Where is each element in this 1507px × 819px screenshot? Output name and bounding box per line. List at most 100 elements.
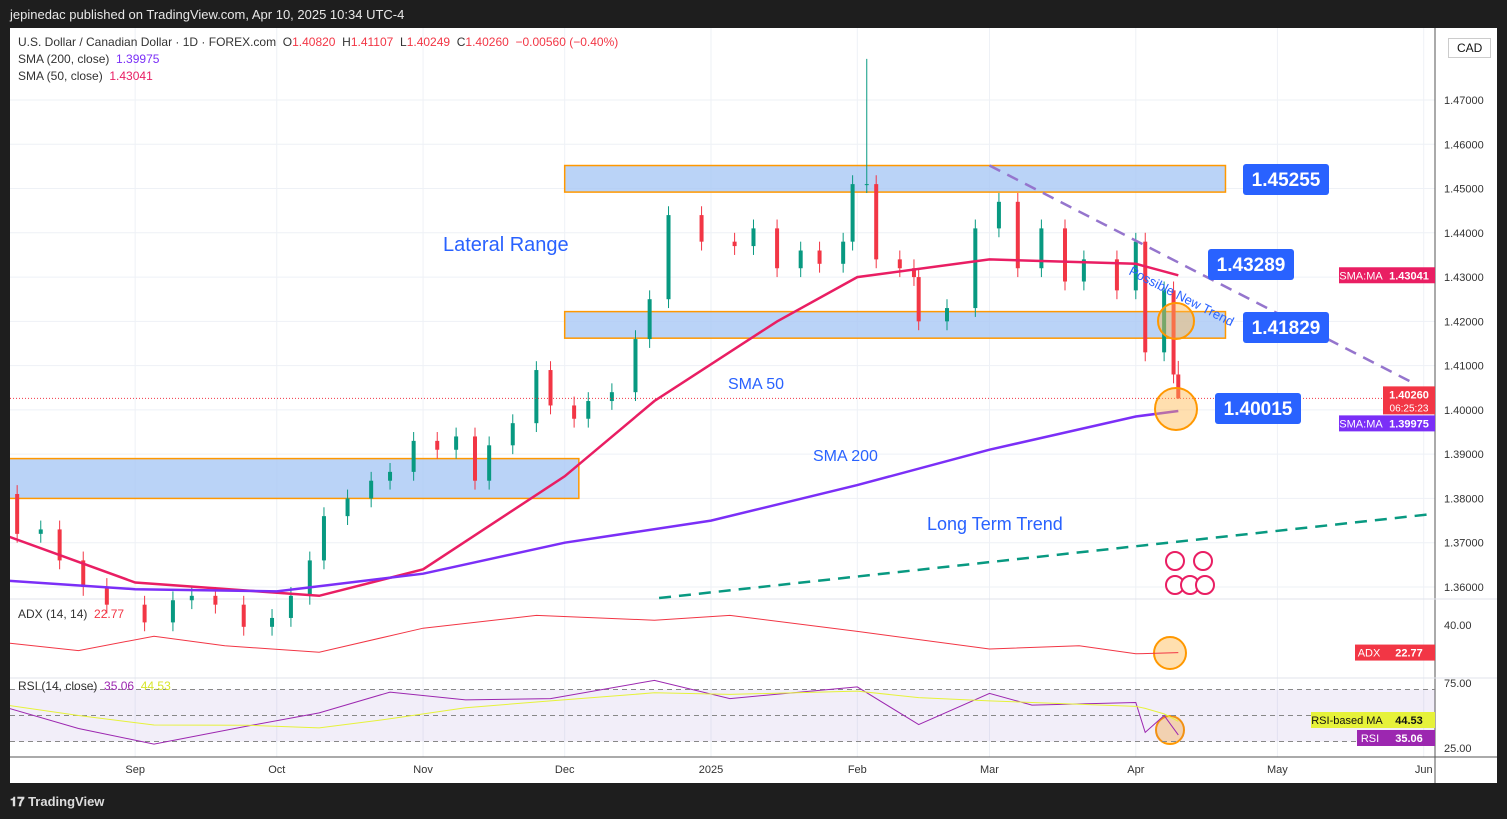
annotation-lateral-range: Lateral Range [443, 234, 569, 256]
candle-body [307, 560, 312, 596]
candle-body [586, 401, 591, 419]
candle-body [454, 436, 459, 450]
y-tick-label: 1.37000 [1444, 538, 1484, 550]
support-resistance-zone [563, 310, 1227, 339]
low-value: 1.40249 [406, 35, 451, 49]
candle-body [874, 184, 879, 260]
candle-body [647, 299, 652, 340]
candle-body [1133, 241, 1138, 291]
sma50-value: 1.43041 [109, 69, 153, 83]
sma200-line [10, 409, 1179, 593]
adx-tick-label: 40.00 [1444, 620, 1472, 632]
x-tick-label: May [1267, 764, 1288, 776]
candle-body [973, 228, 978, 309]
candle-body [609, 392, 614, 402]
adx-value: 22.77 [94, 607, 125, 621]
y-tick-label: 1.39000 [1444, 449, 1484, 461]
candle-body [321, 516, 326, 561]
last-price-bg [1383, 386, 1435, 415]
candle-body [897, 259, 902, 269]
y-tick-label: 1.36000 [1444, 582, 1484, 594]
y-tick-label: 1.38000 [1444, 493, 1484, 505]
highlight-circle [1157, 302, 1195, 340]
x-tick-label: Dec [555, 764, 575, 776]
candle-body [732, 241, 737, 247]
candle-body [850, 184, 855, 242]
adx-tag-label: ADX [1358, 648, 1381, 660]
candle-body [411, 440, 416, 472]
candle-body [81, 560, 86, 587]
candle-body [1114, 259, 1119, 291]
x-tick-label: 2025 [699, 764, 723, 776]
economic-event-icon [1195, 575, 1215, 595]
adx-tag-bg [1355, 644, 1383, 661]
countdown-timer: 06:25:23 [1390, 403, 1429, 414]
candle-body [841, 241, 846, 264]
candle-body [170, 600, 175, 623]
support-resistance-zone [563, 164, 1227, 193]
candle-body [388, 471, 393, 481]
rsi-tag-bg [1357, 730, 1383, 746]
sma50-tag-label: SMA:MA [1339, 270, 1383, 282]
price-chart[interactable]: 1.47000 1.46000 1.45000 1.44000 1.43000 1.420… [10, 28, 1497, 783]
candle-body [572, 405, 577, 419]
candle-body [510, 423, 515, 446]
candle-body [369, 480, 374, 499]
rsi-line [10, 679, 1179, 745]
chart-frame[interactable]: 1.47000 1.46000 1.45000 1.44000 1.43000 1.420… [10, 28, 1497, 783]
rsi-label[interactable]: RSI (14, close) [18, 679, 98, 693]
economic-event-icon [1193, 551, 1213, 571]
publish-info: jepinedac published on TradingView.com, … [10, 7, 405, 22]
candle-body [775, 228, 780, 269]
price-label-box [1243, 164, 1329, 195]
rsi-value-bg [1383, 730, 1435, 746]
last-price-value: 1.40260 [1389, 389, 1429, 401]
change-value: −0.00560 (−0.40%) [515, 35, 619, 49]
price-label-box [1208, 249, 1294, 280]
y-tick-label: 1.46000 [1444, 139, 1484, 151]
sma200-label[interactable]: SMA (200, close) [18, 52, 110, 66]
candle-body [996, 201, 1001, 229]
candle-body [751, 228, 756, 247]
candle-body [798, 250, 803, 269]
high-label: H [342, 35, 351, 49]
sma50-value-bg [1383, 267, 1435, 284]
close-label: C [456, 35, 466, 49]
candle-body [270, 617, 275, 627]
rsi-tick-label: 25.00 [1444, 743, 1472, 755]
sma200-value-bg [1383, 415, 1435, 432]
support-resistance-zone [10, 457, 580, 500]
price-label-box [1215, 393, 1301, 424]
annotation-sma50: SMA 50 [728, 376, 784, 393]
adx-legend: ADX (14, 14) 22.77 [18, 607, 124, 621]
candle-body [1176, 374, 1181, 399]
candle-body [189, 595, 194, 601]
sma50-label[interactable]: SMA (50, close) [18, 69, 103, 83]
adx-value-bg [1383, 644, 1435, 661]
rsi-ma-axis-value: 44.53 [1395, 715, 1423, 727]
candle-body [1039, 228, 1044, 269]
candle-body [1162, 290, 1167, 353]
price-label: 1.43289 [1217, 255, 1286, 276]
candle-body [1063, 228, 1067, 282]
currency-button[interactable]: CAD [1448, 38, 1492, 58]
close-value: 1.40260 [465, 35, 509, 49]
chart-legend: U.S. Dollar / Canadian Dollar · 1D · FOR… [18, 34, 618, 85]
adx-label[interactable]: ADX (14, 14) [18, 607, 88, 621]
x-tick-label: Feb [848, 764, 867, 776]
candle-body [916, 277, 921, 322]
sma200-axis-value: 1.39975 [1389, 418, 1429, 430]
sma200-tag-bg [1339, 415, 1383, 432]
price-label: 1.41829 [1252, 318, 1321, 339]
sma50-tag-bg [1339, 267, 1383, 284]
x-tick-label: Jun [1415, 764, 1433, 776]
x-tick-label: Apr [1127, 764, 1144, 776]
candle-body [288, 595, 293, 618]
tradingview-logo: 𝟏𝟕 TradingView [10, 794, 104, 810]
candle-body [38, 529, 43, 534]
rsi-ma-line [10, 690, 1179, 729]
symbol-title: U.S. Dollar / Canadian Dollar · 1D · FOR… [18, 35, 277, 49]
candle-body [817, 250, 822, 264]
candle-body [15, 494, 20, 534]
candle-body [864, 184, 869, 186]
